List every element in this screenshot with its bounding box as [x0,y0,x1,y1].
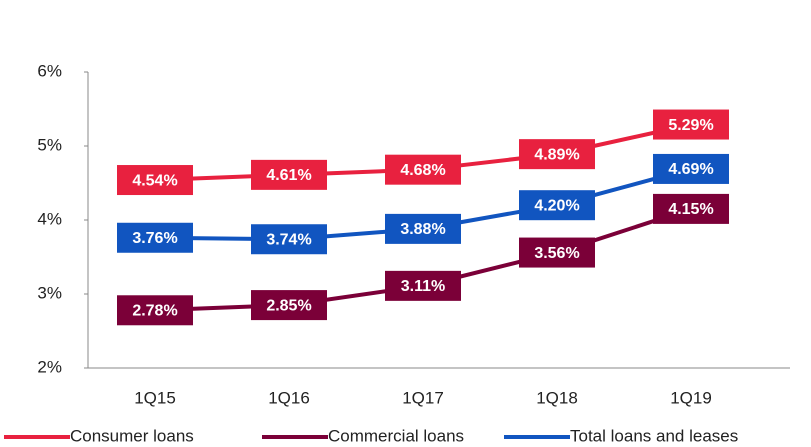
value-label-box [653,153,729,184]
value-label: 3.11% [401,278,445,295]
value-label: 4.15% [668,201,713,218]
value-label: 4.61% [266,167,311,184]
value-label-box [385,270,461,301]
legend-label: Consumer loans [70,426,194,445]
value-label-box [117,295,193,326]
x-tick-label: 1Q18 [536,388,578,407]
x-tick-label: 1Q19 [670,388,712,407]
value-label-box [653,109,729,140]
value-label: 4.54% [132,172,177,189]
y-tick-label: 4% [37,209,62,228]
value-label: 3.88% [400,221,445,238]
value-label: 3.74% [266,231,311,248]
y-tick-label: 6% [37,61,62,80]
value-label-box [251,159,327,190]
legend-label: Commercial loans [328,426,464,445]
value-label: 4.89% [534,146,579,163]
value-label: 2.78% [132,302,177,319]
value-label-box [385,213,461,244]
value-label-box [519,139,595,170]
value-label-box [117,222,193,253]
value-label-box [117,165,193,196]
value-label-box [653,193,729,224]
value-label-box [251,290,327,321]
y-tick-label: 3% [37,283,62,302]
value-label: 3.56% [534,245,579,262]
value-label-box [385,154,461,185]
value-label: 2.85% [266,297,311,314]
x-tick-label: 1Q17 [402,388,444,407]
value-label: 4.20% [534,197,579,214]
value-label: 4.68% [400,162,445,179]
value-label-box [519,237,595,268]
x-tick-label: 1Q16 [268,388,310,407]
legend-label: Total loans and leases [570,426,738,445]
value-label-box [251,224,327,255]
value-label: 3.76% [132,230,177,247]
value-label: 4.69% [668,161,713,178]
value-label: 5.29% [668,117,713,134]
x-tick-label: 1Q15 [134,388,176,407]
y-tick-label: 2% [37,357,62,376]
value-label-box [519,190,595,221]
y-tick-label: 5% [37,135,62,154]
